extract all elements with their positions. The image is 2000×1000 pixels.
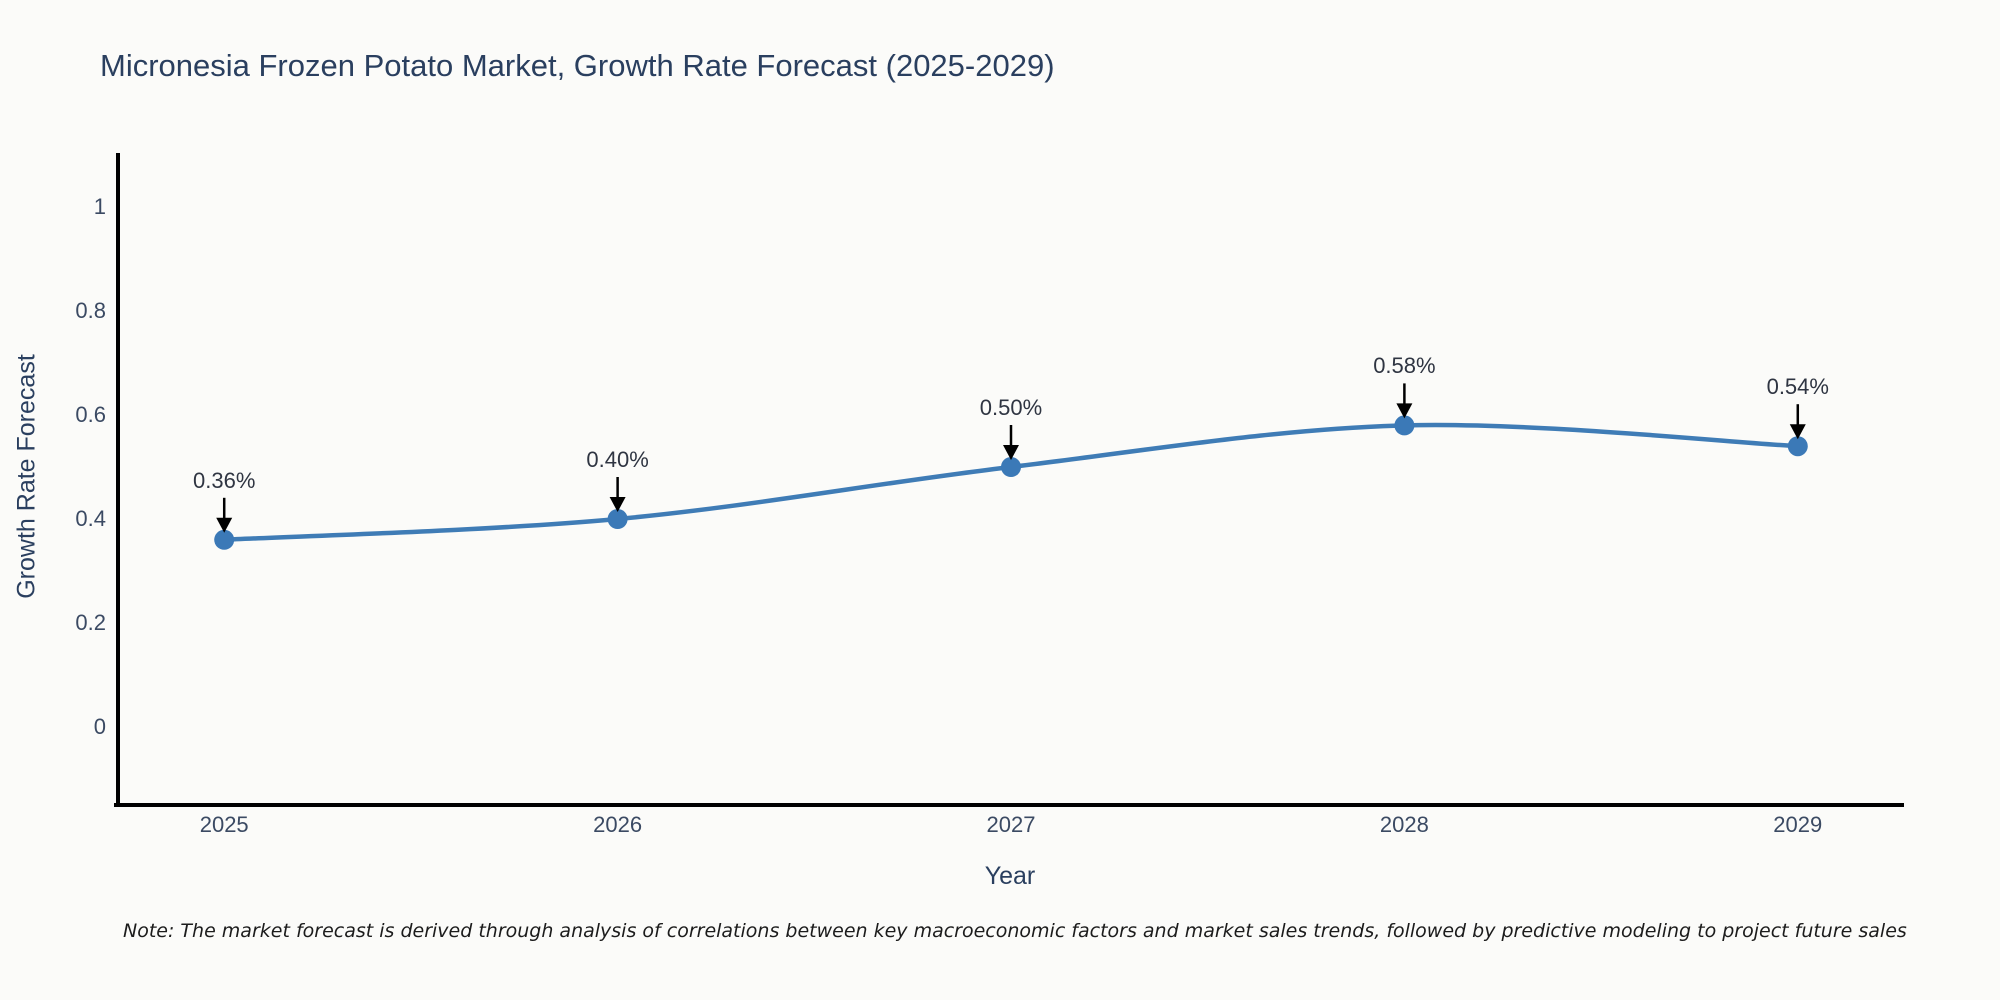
data-point-2026[interactable] [607,509,628,529]
x-axis-title: Year [984,862,1036,890]
y-tick-label: 0.4 [75,506,106,531]
point-value-label: 0.36% [193,467,256,493]
point-value-label: 0.58% [1373,353,1436,379]
annotation-arrow-head [1789,424,1806,440]
data-point-2027[interactable] [1001,457,1021,477]
chart-title: Micronesia Frozen Potato Market, Growth … [100,48,1055,83]
annotation-arrow-head [609,497,626,512]
y-tick-label: 0.6 [75,402,106,427]
x-tick-label: 2027 [986,812,1036,837]
annotation-arrow-head [216,517,233,533]
data-point-2029[interactable] [1787,436,1808,457]
y-tick-label: 1 [93,194,106,219]
annotation-arrow-head [1396,403,1413,419]
y-tick-label: 0.8 [75,298,106,323]
y-axis-title: Growth Rate Forecast [12,354,41,599]
x-tick-label: 2026 [593,812,643,837]
point-value-label: 0.54% [1766,374,1829,400]
data-point-2028[interactable] [1394,415,1415,436]
point-value-label: 0.40% [586,447,649,472]
x-tick-label: 2025 [199,812,249,837]
annotation-arrow-head [1003,445,1019,460]
footnote: Note: The market forecast is derived thr… [123,920,1907,942]
y-tick-label: 0.2 [75,610,106,635]
data-point-2025[interactable] [214,529,235,550]
point-value-label: 0.50% [979,395,1043,420]
x-tick-label: 2028 [1379,812,1429,837]
x-tick-label: 2029 [1773,812,1823,837]
y-tick-label: 0 [93,714,106,739]
